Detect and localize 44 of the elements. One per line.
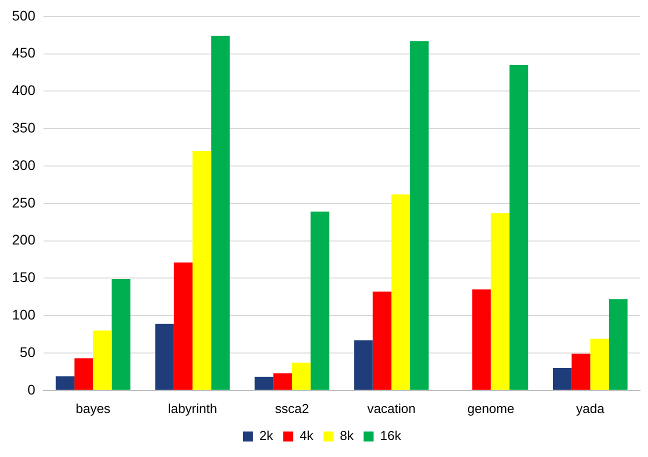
bar: [410, 41, 429, 390]
bar: [490, 213, 510, 390]
bar: [254, 376, 274, 390]
x-tick-label: yada: [576, 400, 606, 416]
bar: [56, 376, 74, 390]
y-tick-label: 150: [12, 269, 36, 286]
x-tick-label: vacation: [367, 400, 416, 416]
bar: [509, 65, 528, 390]
y-tick-label: 350: [12, 119, 36, 136]
bar: [590, 338, 609, 390]
legend-label: 8k: [340, 428, 354, 444]
bar: [273, 373, 292, 390]
legend-label: 2k: [259, 428, 274, 444]
bar: [211, 36, 230, 390]
x-tick-label: bayes: [76, 400, 111, 416]
y-tick-label: 0: [28, 381, 36, 398]
bar: [74, 358, 94, 390]
y-tick-label: 50: [20, 344, 36, 360]
bar: [155, 324, 174, 390]
bar: [572, 354, 590, 390]
y-tick-label: 250: [12, 194, 36, 210]
legend-label: 16k: [380, 428, 402, 444]
y-tick-label: 200: [12, 232, 36, 248]
y-tick-label: 400: [12, 82, 36, 98]
bar: [192, 151, 212, 390]
bar: [112, 278, 130, 390]
bar: [354, 340, 373, 390]
bar: [372, 292, 392, 390]
bar: [174, 262, 193, 390]
legend-label: 4k: [300, 428, 314, 444]
bar: [608, 299, 628, 390]
bar: [472, 289, 491, 390]
bar: [391, 194, 410, 390]
y-tick-label: 100: [12, 306, 36, 322]
y-tick-label: 500: [12, 7, 36, 24]
y-tick-label: 300: [12, 156, 36, 173]
bar: [93, 330, 112, 390]
bar: [310, 212, 330, 390]
x-tick-label: ssca2: [274, 400, 309, 416]
x-tick-label: labyrinth: [168, 400, 218, 416]
x-tick-label: genome: [467, 400, 514, 416]
bar: [292, 362, 311, 390]
bar: [552, 368, 572, 390]
y-tick-label: 450: [12, 44, 36, 61]
